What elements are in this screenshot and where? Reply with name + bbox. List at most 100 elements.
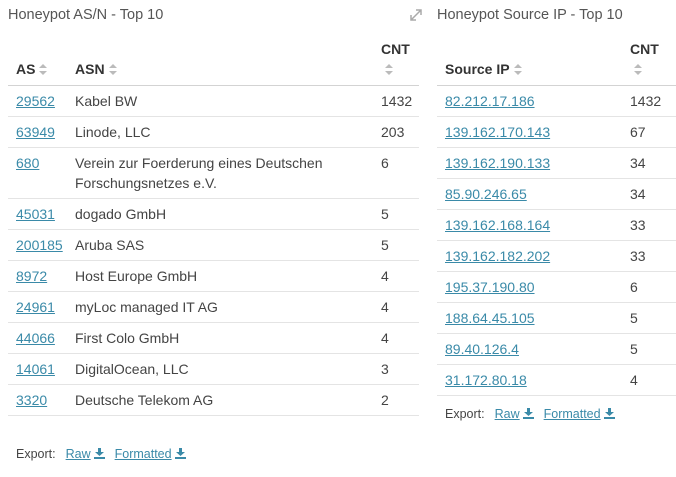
cell-link[interactable]: 85.90.246.65: [445, 186, 527, 202]
export-formatted[interactable]: Formatted: [115, 447, 186, 461]
table-row: 89.40.126.4 5: [437, 333, 676, 365]
table-row: 82.212.17.186 1432: [437, 85, 676, 117]
header-text: ASN: [75, 61, 105, 77]
table-cell: 5: [622, 333, 676, 365]
table-row: 139.162.170.143 67: [437, 116, 676, 148]
cell-link[interactable]: 195.37.190.80: [445, 279, 535, 295]
export-bar: Export: Raw Formatted: [16, 447, 186, 461]
table-cell: 4: [622, 364, 676, 396]
table-cell: 188.64.45.105: [437, 302, 622, 334]
table-cell: 139.162.168.164: [437, 209, 622, 241]
table-cell: 34: [622, 178, 676, 210]
cell-text: dogado GmbH: [75, 206, 167, 222]
table-row: 29562 Kabel BW 1432: [8, 85, 419, 117]
cell-link[interactable]: 14061: [16, 361, 55, 377]
column-header: CNT: [373, 34, 419, 86]
cell-text: 5: [630, 310, 638, 326]
cell-text: 1432: [630, 93, 662, 109]
table-cell: 89.40.126.4: [437, 333, 622, 365]
sort-icon[interactable]: [385, 64, 393, 75]
table-row: 139.162.190.133 34: [437, 147, 676, 179]
cell-text: DigitalOcean, LLC: [75, 361, 189, 377]
table-row: 200185 Aruba SAS 5: [8, 229, 419, 261]
cell-link[interactable]: 89.40.126.4: [445, 341, 519, 357]
cell-text: Linode, LLC: [75, 124, 151, 140]
table-body: 82.212.17.186 1432 139.162.170.143 67 139.16…: [437, 85, 676, 396]
cell-text: 5: [630, 341, 638, 357]
panel-title: Honeypot AS/N - Top 10: [8, 7, 164, 23]
cell-text: 4: [381, 268, 389, 284]
table-row: 44066 First Colo GmbH 4: [8, 322, 419, 354]
cell-text: myLoc managed IT AG: [75, 299, 218, 315]
table-cell: Linode, LLC: [67, 116, 373, 148]
cell-link[interactable]: 139.162.170.143: [445, 124, 551, 140]
table-cell: 200185: [8, 229, 67, 261]
download-icon: [93, 448, 105, 459]
cell-link[interactable]: 29562: [16, 93, 55, 109]
cell-link[interactable]: 63949: [16, 124, 55, 140]
cell-link[interactable]: 3320: [16, 392, 48, 408]
cell-link[interactable]: 45031: [16, 206, 55, 222]
table-cell: Verein zur Foerderung eines Deutschen Fo…: [67, 147, 373, 199]
cell-link[interactable]: 200185: [16, 237, 63, 253]
table-cell: 31.172.80.18: [437, 364, 622, 396]
cell-link[interactable]: 139.162.168.164: [445, 217, 551, 233]
cell-text: 6: [381, 155, 389, 171]
table-cell: 3: [373, 353, 419, 385]
cell-link[interactable]: 44066: [16, 330, 55, 346]
sort-icon[interactable]: [634, 64, 642, 75]
table-cell: First Colo GmbH: [67, 322, 373, 354]
cell-link[interactable]: 31.172.80.18: [445, 372, 527, 388]
table-cell: 33: [622, 240, 676, 272]
table-cell: 139.162.190.133: [437, 147, 622, 179]
table-cell: 63949: [8, 116, 67, 148]
header-text: CNT: [630, 41, 659, 57]
cell-text: Verein zur Foerderung eines Deutschen Fo…: [75, 155, 323, 191]
download-icon: [603, 408, 615, 419]
table-row: 195.37.190.80 6: [437, 271, 676, 303]
table-row: 31.172.80.18 4: [437, 364, 676, 396]
table-row: 3320 Deutsche Telekom AG 2: [8, 384, 419, 416]
source-ip-panel: Honeypot Source IP - Top 10 Source IP CNT…: [429, 0, 676, 477]
table-cell: 14061: [8, 353, 67, 385]
table-row: 139.162.168.164 33: [437, 209, 676, 241]
cell-link[interactable]: 680: [16, 155, 40, 171]
table-cell: 6: [622, 271, 676, 303]
table-cell: Deutsche Telekom AG: [67, 384, 373, 416]
table-row: 45031 dogado GmbH 5: [8, 198, 419, 230]
sort-icon[interactable]: [513, 64, 522, 75]
cell-link[interactable]: 82.212.17.186: [445, 93, 535, 109]
cell-link[interactable]: 24961: [16, 299, 55, 315]
cell-link[interactable]: 139.162.190.133: [445, 155, 551, 171]
table-cell: 4: [373, 322, 419, 354]
sort-icon[interactable]: [108, 64, 117, 75]
header-text: CNT: [381, 41, 410, 57]
sort-icon[interactable]: [39, 64, 48, 75]
table-cell: Kabel BW: [67, 85, 373, 117]
cell-text: First Colo GmbH: [75, 330, 180, 346]
export-raw[interactable]: Raw: [495, 407, 534, 421]
table-cell: 5: [622, 302, 676, 334]
cell-text: Kabel BW: [75, 93, 138, 109]
table-cell: 5: [373, 198, 419, 230]
cell-text: 67: [630, 124, 646, 140]
header-row: Source IP CNT: [437, 34, 676, 86]
column-header: AS: [8, 34, 67, 86]
cell-text: 1432: [381, 93, 413, 109]
table-row: 24961 myLoc managed IT AG 4: [8, 291, 419, 323]
cell-link[interactable]: 8972: [16, 268, 48, 284]
cell-text: 4: [381, 330, 389, 346]
download-icon: [522, 408, 534, 419]
table-row: 680 Verein zur Foerderung eines Deutschen…: [8, 147, 419, 199]
expand-icon[interactable]: [410, 9, 422, 21]
cell-link[interactable]: 139.162.182.202: [445, 248, 551, 264]
table-head: AS ASN CNT: [8, 34, 419, 86]
cell-link[interactable]: 188.64.45.105: [445, 310, 535, 326]
export-raw[interactable]: Raw: [66, 447, 105, 461]
table-cell: 67: [622, 116, 676, 148]
table-cell: 34: [622, 147, 676, 179]
export-formatted[interactable]: Formatted: [544, 407, 615, 421]
cell-text: 3: [381, 361, 389, 377]
cell-text: 33: [630, 248, 646, 264]
cell-text: 34: [630, 186, 646, 202]
